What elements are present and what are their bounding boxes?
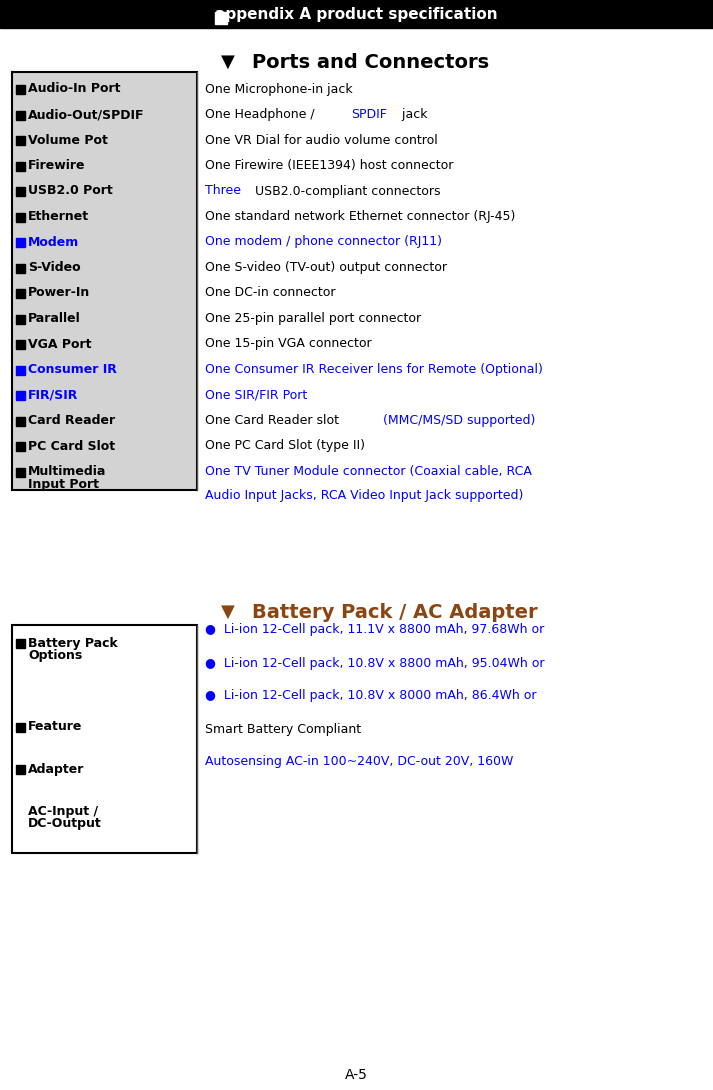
Text: Modem: Modem xyxy=(28,235,79,249)
Text: S-Video: S-Video xyxy=(28,261,81,274)
Bar xyxy=(16,639,25,647)
Bar xyxy=(16,468,25,476)
Text: Parallel: Parallel xyxy=(28,312,81,325)
Text: One Headphone /: One Headphone / xyxy=(205,108,319,121)
Bar xyxy=(16,723,25,732)
Text: One Firewire (IEEE1394) host connector: One Firewire (IEEE1394) host connector xyxy=(205,159,453,172)
Text: Ports and Connectors: Ports and Connectors xyxy=(252,52,489,72)
Text: Power-In: Power-In xyxy=(28,287,91,300)
Text: One TV Tuner Module connector (Coaxial cable, RCA: One TV Tuner Module connector (Coaxial c… xyxy=(205,465,532,479)
Text: Ethernet: Ethernet xyxy=(28,210,89,223)
Text: VGA Port: VGA Port xyxy=(28,338,91,351)
Bar xyxy=(0,0,713,28)
Text: ●  Li-ion 12-Cell pack, 10.8V x 8800 mAh, 95.04Wh or: ● Li-ion 12-Cell pack, 10.8V x 8800 mAh,… xyxy=(205,656,545,669)
Bar xyxy=(16,443,25,451)
Text: Consumer IR: Consumer IR xyxy=(28,363,117,376)
Bar xyxy=(12,625,197,853)
Bar xyxy=(16,110,25,120)
Bar xyxy=(16,187,25,196)
Bar xyxy=(16,238,25,247)
Text: One DC-in connector: One DC-in connector xyxy=(205,287,336,300)
Text: Multimedia: Multimedia xyxy=(28,465,106,479)
Text: Volume Pot: Volume Pot xyxy=(28,133,108,146)
Text: SPDIF: SPDIF xyxy=(352,108,387,121)
Text: Feature: Feature xyxy=(28,720,83,734)
Text: Autosensing AC-in 100~240V, DC-out 20V, 160W: Autosensing AC-in 100~240V, DC-out 20V, … xyxy=(205,755,513,768)
Text: One S-video (TV-out) output connector: One S-video (TV-out) output connector xyxy=(205,261,447,274)
Text: Firewire: Firewire xyxy=(28,159,86,172)
Text: DC-Output: DC-Output xyxy=(28,818,102,831)
Text: One SIR/FIR Port: One SIR/FIR Port xyxy=(205,388,307,401)
Bar xyxy=(16,416,25,425)
Text: One modem / phone connector (RJ11): One modem / phone connector (RJ11) xyxy=(205,235,442,249)
Text: A-5: A-5 xyxy=(344,1068,367,1082)
Text: jack: jack xyxy=(398,108,427,121)
Bar xyxy=(215,12,227,24)
Text: One 15-pin VGA connector: One 15-pin VGA connector xyxy=(205,338,371,351)
Text: Input Port: Input Port xyxy=(28,479,99,490)
Text: ▼: ▼ xyxy=(221,603,235,621)
Text: Three: Three xyxy=(205,184,241,197)
Text: One 25-pin parallel port connector: One 25-pin parallel port connector xyxy=(205,312,421,325)
Text: Card Reader: Card Reader xyxy=(28,414,115,427)
Bar xyxy=(16,161,25,170)
Text: Adapter: Adapter xyxy=(28,763,84,775)
Text: ▼: ▼ xyxy=(221,53,235,71)
Bar xyxy=(16,289,25,298)
Text: ●  Li-ion 12-Cell pack, 10.8V x 8000 mAh, 86.4Wh or: ● Li-ion 12-Cell pack, 10.8V x 8000 mAh,… xyxy=(205,690,536,702)
Text: One Microphone-in jack: One Microphone-in jack xyxy=(205,83,353,96)
Text: Smart Battery Compliant: Smart Battery Compliant xyxy=(205,723,361,736)
Bar xyxy=(16,765,25,774)
Text: Options: Options xyxy=(28,650,82,663)
Bar xyxy=(16,391,25,400)
Bar xyxy=(16,340,25,349)
Text: USB2.0-compliant connectors: USB2.0-compliant connectors xyxy=(252,184,441,197)
Bar xyxy=(12,72,197,490)
Text: ●  Li-ion 12-Cell pack, 11.1V x 8800 mAh, 97.68Wh or: ● Li-ion 12-Cell pack, 11.1V x 8800 mAh,… xyxy=(205,623,544,637)
Text: Battery Pack / AC Adapter: Battery Pack / AC Adapter xyxy=(252,603,538,621)
Text: One PC Card Slot (type II): One PC Card Slot (type II) xyxy=(205,439,365,452)
Text: Audio Input Jacks, RCA Video Input Jack supported): Audio Input Jacks, RCA Video Input Jack … xyxy=(205,488,523,501)
Text: Audio-In Port: Audio-In Port xyxy=(28,83,120,96)
Text: PC Card Slot: PC Card Slot xyxy=(28,439,115,452)
Bar xyxy=(16,365,25,375)
Text: One standard network Ethernet connector (RJ-45): One standard network Ethernet connector … xyxy=(205,210,515,223)
Text: appendix A product specification: appendix A product specification xyxy=(215,7,497,22)
Text: Battery Pack: Battery Pack xyxy=(28,637,118,650)
Text: One Card Reader slot: One Card Reader slot xyxy=(205,414,343,427)
Bar xyxy=(16,136,25,145)
Text: (MMC/MS/SD supported): (MMC/MS/SD supported) xyxy=(383,414,535,427)
Text: One VR Dial for audio volume control: One VR Dial for audio volume control xyxy=(205,133,438,146)
Text: Audio-Out/SPDIF: Audio-Out/SPDIF xyxy=(28,108,145,121)
Text: USB2.0 Port: USB2.0 Port xyxy=(28,184,113,197)
Bar xyxy=(16,85,25,94)
Bar xyxy=(16,264,25,272)
Bar xyxy=(16,213,25,221)
Bar xyxy=(16,315,25,324)
Text: FIR/SIR: FIR/SIR xyxy=(28,388,78,401)
Text: One Consumer IR Receiver lens for Remote (Optional): One Consumer IR Receiver lens for Remote… xyxy=(205,363,543,376)
Text: AC-Input /: AC-Input / xyxy=(28,804,98,818)
